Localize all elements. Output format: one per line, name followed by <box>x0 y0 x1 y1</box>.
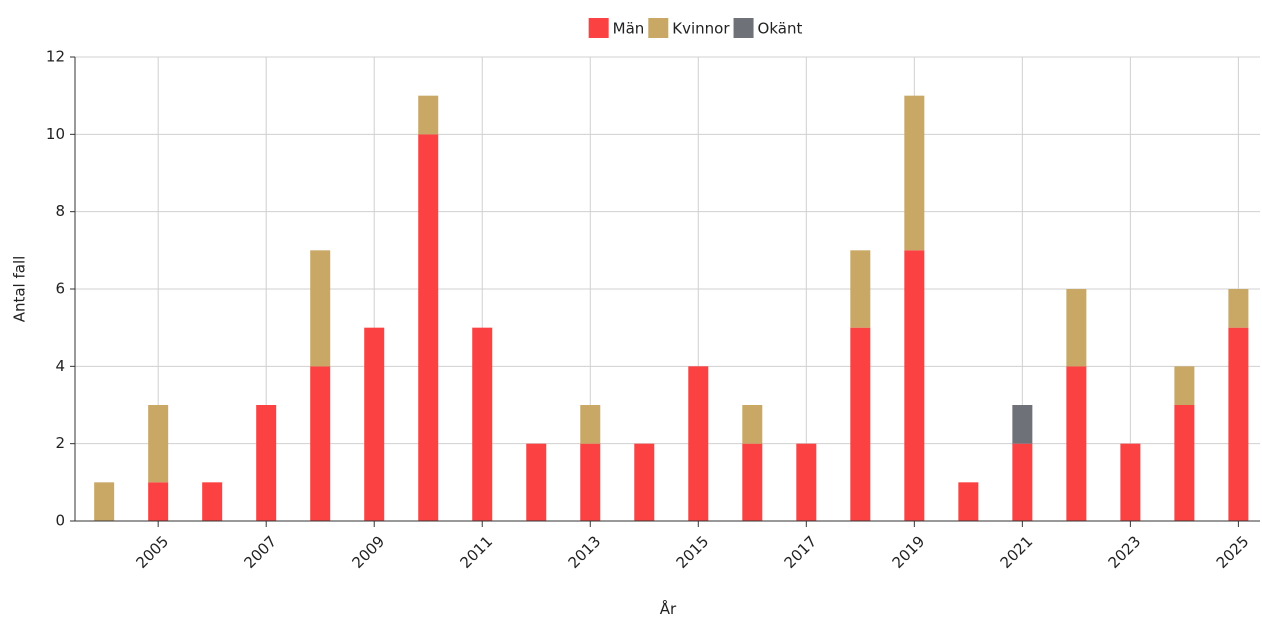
bar-segment <box>1174 405 1195 521</box>
y-tick-label: 6 <box>55 280 65 298</box>
legend-item: Kvinnor <box>648 18 730 38</box>
x-tick-label: 2025 <box>1213 532 1253 572</box>
bar-segment <box>1012 443 1033 521</box>
bar-segment <box>1174 366 1195 405</box>
bar-segment <box>472 327 493 521</box>
legend-swatch <box>648 18 669 38</box>
bar-segment <box>1012 405 1033 444</box>
y-tick-label: 10 <box>46 125 65 143</box>
bar-segment <box>202 482 223 521</box>
bar-segment <box>904 250 925 522</box>
x-tick-label: 2007 <box>240 532 280 572</box>
x-axis-label: År <box>660 599 677 618</box>
y-axis-label: Antal fall <box>11 256 29 323</box>
y-tick-label: 8 <box>55 202 65 220</box>
legend-item: Okänt <box>733 18 803 38</box>
bar-segment <box>688 366 709 521</box>
legend-label: Kvinnor <box>672 20 730 38</box>
x-tick-label: 2015 <box>673 532 713 572</box>
bar-segment <box>850 250 871 328</box>
bar-segment <box>310 250 331 367</box>
bar-segment <box>94 482 115 521</box>
bar-segment <box>580 405 601 444</box>
x-tick-label: 2021 <box>997 532 1037 572</box>
bar-segment <box>742 443 763 521</box>
bar-segment <box>742 405 763 444</box>
x-tick-label: 2011 <box>457 532 497 572</box>
legend-label: Män <box>613 20 645 38</box>
bar-segment <box>418 95 439 135</box>
bar-segment <box>1066 366 1087 521</box>
bar-segment <box>1228 289 1249 328</box>
y-tick-label: 2 <box>55 434 65 452</box>
legend-swatch <box>733 18 754 38</box>
bar-segment <box>526 443 547 521</box>
bar-segment <box>364 327 385 521</box>
y-tick-label: 0 <box>55 512 65 530</box>
y-tick-label: 12 <box>46 48 65 66</box>
bar-segment <box>904 95 925 251</box>
legend-swatch <box>588 18 609 38</box>
x-tick-label: 2019 <box>889 532 929 572</box>
bar-segment <box>958 482 979 521</box>
bar-segment <box>850 327 871 521</box>
bar-segment <box>634 443 655 521</box>
bar-segment <box>580 443 601 521</box>
x-tick-label: 2023 <box>1105 532 1145 572</box>
bar-segment <box>1228 327 1249 521</box>
bar-segment <box>148 482 169 521</box>
x-tick-label: 2017 <box>781 532 821 572</box>
bar-segment <box>1066 289 1087 367</box>
y-tick-label: 4 <box>55 357 65 375</box>
legend-label: Okänt <box>758 20 803 38</box>
bar-segment <box>1120 443 1141 521</box>
bar-segment <box>310 366 331 521</box>
legend-item: Män <box>588 18 645 38</box>
bar-segment <box>256 405 277 521</box>
legend: Män Kvinnor Okänt <box>588 18 803 38</box>
x-tick-label: 2009 <box>349 532 389 572</box>
x-tick-label: 2005 <box>132 532 172 572</box>
x-tick-label: 2013 <box>565 532 605 572</box>
bar-segment <box>148 405 169 483</box>
bar-segment <box>796 443 817 521</box>
bar-segment <box>418 134 439 522</box>
